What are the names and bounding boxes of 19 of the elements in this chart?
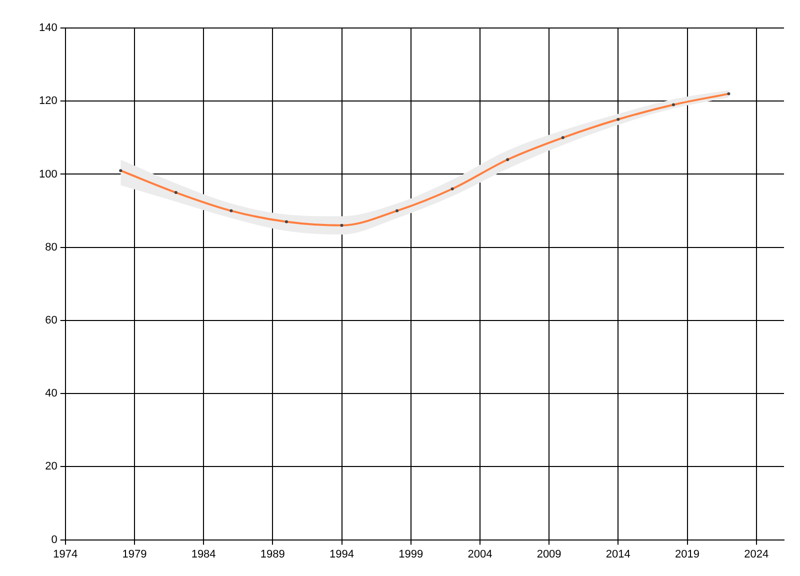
y-tick-label: 0 — [51, 534, 58, 546]
y-tick-label: 40 — [45, 388, 58, 400]
x-tick-label: 1984 — [191, 548, 216, 560]
x-tick-label: 1994 — [330, 548, 354, 560]
y-tick-label: 120 — [38, 95, 58, 108]
x-tick-label: 2024 — [744, 548, 769, 560]
y-tick-label: 60 — [45, 314, 58, 326]
x-tick-label: 2019 — [675, 548, 700, 560]
x-tick-label: 2014 — [606, 548, 630, 560]
x-tick-label: 1974 — [53, 548, 78, 560]
x-tick-label: 2004 — [468, 548, 492, 560]
y-tick-label: 80 — [45, 241, 58, 254]
x-tick-label: 1989 — [260, 548, 285, 560]
x-tick-label: 1979 — [122, 548, 147, 560]
y-tick-label: 20 — [45, 460, 58, 473]
x-tick-label: 1999 — [398, 548, 424, 560]
y-tick-label: 100 — [38, 168, 58, 180]
x-tick-label: 2009 — [536, 548, 562, 560]
y-tick-label: 140 — [38, 22, 58, 34]
